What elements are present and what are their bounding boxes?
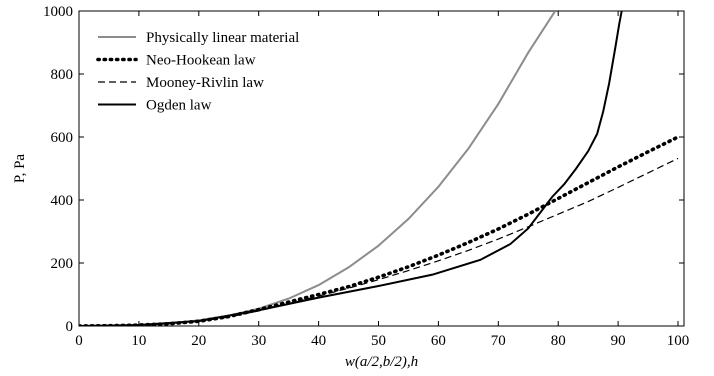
y-tick-label: 0 (66, 319, 74, 335)
x-tick-label: 80 (551, 333, 566, 349)
x-tick-label: 10 (131, 333, 146, 349)
x-axis-label: w(a/2,b/2),h (345, 354, 418, 370)
plot-frame (78, 10, 685, 327)
y-tick-label: 200 (51, 256, 74, 272)
x-tick-label: 90 (611, 333, 626, 349)
x-tick-label: 70 (491, 333, 506, 349)
legend-label: Ogden law (146, 98, 212, 114)
x-tick-label: 100 (667, 333, 690, 349)
axis-labels: w(a/2,b/2),h P, Pa (12, 154, 418, 370)
legend-label: Mooney-Rivlin law (146, 75, 264, 91)
plot-area (78, 10, 685, 327)
y-tick-label: 800 (51, 67, 74, 83)
x-tick-label: 40 (311, 333, 326, 349)
y-axis-label: P, Pa (12, 154, 28, 184)
x-tick-label: 20 (191, 333, 206, 349)
legend-label: Physically linear material (146, 30, 299, 46)
x-tick-label: 50 (371, 333, 386, 349)
series-line-ogden-law (79, 11, 623, 326)
legend-label: Neo-Hookean law (146, 53, 256, 69)
series-layer (79, 11, 680, 326)
x-tick-label: 0 (75, 333, 83, 349)
x-tick-label: 60 (431, 333, 446, 349)
y-tick-label: 1000 (43, 4, 73, 20)
y-tick-label: 600 (51, 130, 74, 146)
x-tick-label: 30 (251, 333, 266, 349)
series-line-neo-hookean-law (79, 135, 680, 326)
legend: Physically linear material Neo-Hookean la… (96, 30, 299, 114)
y-tick-label: 400 (51, 193, 74, 209)
